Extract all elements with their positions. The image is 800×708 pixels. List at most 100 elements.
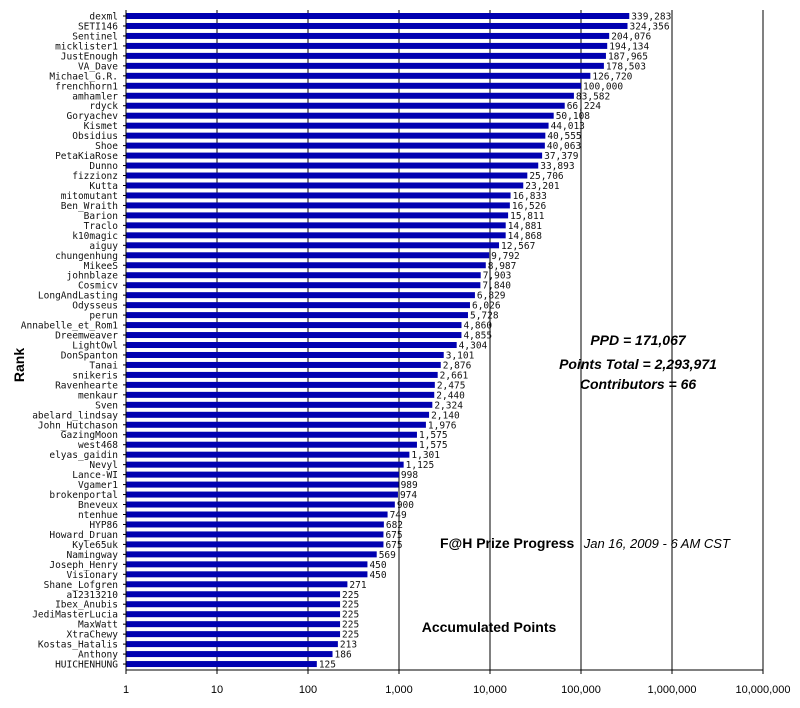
bar [126, 621, 341, 628]
value-label: 40,555 [547, 131, 581, 142]
category-label: HYP86 [89, 520, 118, 531]
category-label: Kyle65uk [72, 540, 118, 551]
bar [126, 222, 506, 229]
value-label: 126,720 [592, 71, 632, 82]
value-label: 225 [342, 620, 359, 631]
category-label: GazingMoon [61, 430, 118, 441]
bar [126, 202, 510, 209]
bar [126, 651, 333, 658]
ppd-stat: PPD = 171,067 [590, 332, 687, 348]
bar [126, 82, 581, 89]
value-label: 749 [390, 510, 407, 521]
bar [126, 551, 377, 558]
category-label: JediMasterLucia [32, 610, 118, 621]
category-label: Michael_G.R. [49, 71, 118, 82]
value-label: 9,792 [491, 251, 520, 262]
category-label: HUICHENHUNG [55, 660, 118, 671]
category-label: frenchhorn1 [55, 81, 118, 92]
x-tick-label: 1,000,000 [648, 684, 697, 696]
value-label: 450 [369, 560, 386, 571]
bar [126, 391, 435, 398]
value-label: 125 [319, 660, 336, 671]
category-label: Barion [84, 211, 118, 222]
category-label: a12313210 [67, 590, 119, 601]
category-label: ntenhue [78, 510, 118, 521]
bar [126, 62, 604, 69]
bar [126, 591, 341, 598]
value-label: 450 [369, 570, 386, 581]
value-label: 974 [400, 490, 417, 501]
category-label: Vgamer1 [78, 480, 118, 491]
value-label: 14,881 [508, 221, 543, 232]
bar [126, 322, 462, 329]
bar [126, 292, 475, 299]
value-label: 1,301 [411, 450, 440, 461]
chart-title-main: F@H Prize Progress [440, 535, 574, 551]
value-label: 4,304 [459, 341, 488, 352]
category-label: aiguy [89, 241, 118, 252]
value-label: 2,324 [434, 400, 463, 411]
bar [126, 272, 481, 279]
bar [126, 441, 417, 448]
bar [126, 411, 430, 418]
bar [126, 42, 608, 49]
bar [126, 521, 384, 528]
value-label: 1,575 [419, 430, 448, 441]
category-label: PetaKiaRose [55, 151, 118, 162]
bar [126, 381, 435, 388]
value-label: 7,903 [483, 271, 512, 282]
category-label: VA_Dave [78, 61, 118, 72]
category-label: Sentinel [72, 31, 118, 42]
category-label: Nevyl [89, 460, 118, 471]
value-label: 998 [401, 470, 418, 481]
category-label: LightOwl [72, 341, 118, 352]
bar [126, 601, 341, 608]
accumulated-points-label: Accumulated Points [422, 619, 557, 635]
bar [126, 72, 591, 79]
category-label: Visionary [67, 570, 119, 581]
category-label: west468 [78, 440, 118, 451]
category-label: Sven [95, 400, 118, 411]
value-label: 7,840 [482, 281, 511, 292]
category-label: SETI146 [78, 21, 118, 32]
category-label: elyas_gaidin [49, 450, 118, 461]
x-tick-label: 1 [123, 684, 129, 696]
category-label: Obsidius [72, 131, 118, 142]
value-label: 12,567 [501, 241, 535, 252]
bar [126, 531, 384, 538]
bar [126, 631, 341, 638]
bar [126, 541, 384, 548]
category-label: menkaur [78, 390, 118, 401]
bar [126, 421, 426, 428]
category-label: JustEnough [61, 51, 118, 62]
category-label: Dunno [89, 161, 118, 172]
category-label: Cosmicv [78, 281, 118, 292]
value-label: 178,503 [606, 61, 646, 72]
bar [126, 32, 610, 39]
value-label: 5,728 [470, 311, 499, 322]
category-label: Howard_Druan [49, 530, 118, 541]
bar [126, 401, 433, 408]
bar [126, 52, 606, 59]
category-label: Lance-WI [72, 470, 118, 481]
bar [126, 13, 630, 19]
value-label: 1,125 [406, 460, 435, 471]
value-label: 2,475 [437, 380, 466, 391]
points-total-stat: Points Total = 2,293,971 [559, 356, 717, 372]
category-label: snikeris [72, 370, 118, 381]
bar [126, 282, 481, 289]
value-label: 682 [386, 520, 403, 531]
bar [126, 132, 546, 139]
value-label: 194,134 [609, 41, 649, 52]
category-label: Anthony [78, 650, 118, 661]
category-label: dexml [89, 12, 118, 23]
value-label: 675 [385, 540, 402, 551]
bar [126, 561, 368, 568]
x-tick-label: 10 [211, 684, 223, 696]
category-label: johnblaze [67, 271, 119, 282]
bar [126, 332, 462, 339]
y-axis-label: Rank [11, 348, 27, 382]
category-label: LongAndLasting [38, 291, 118, 302]
value-label: 16,526 [512, 201, 547, 212]
bar [126, 192, 511, 199]
